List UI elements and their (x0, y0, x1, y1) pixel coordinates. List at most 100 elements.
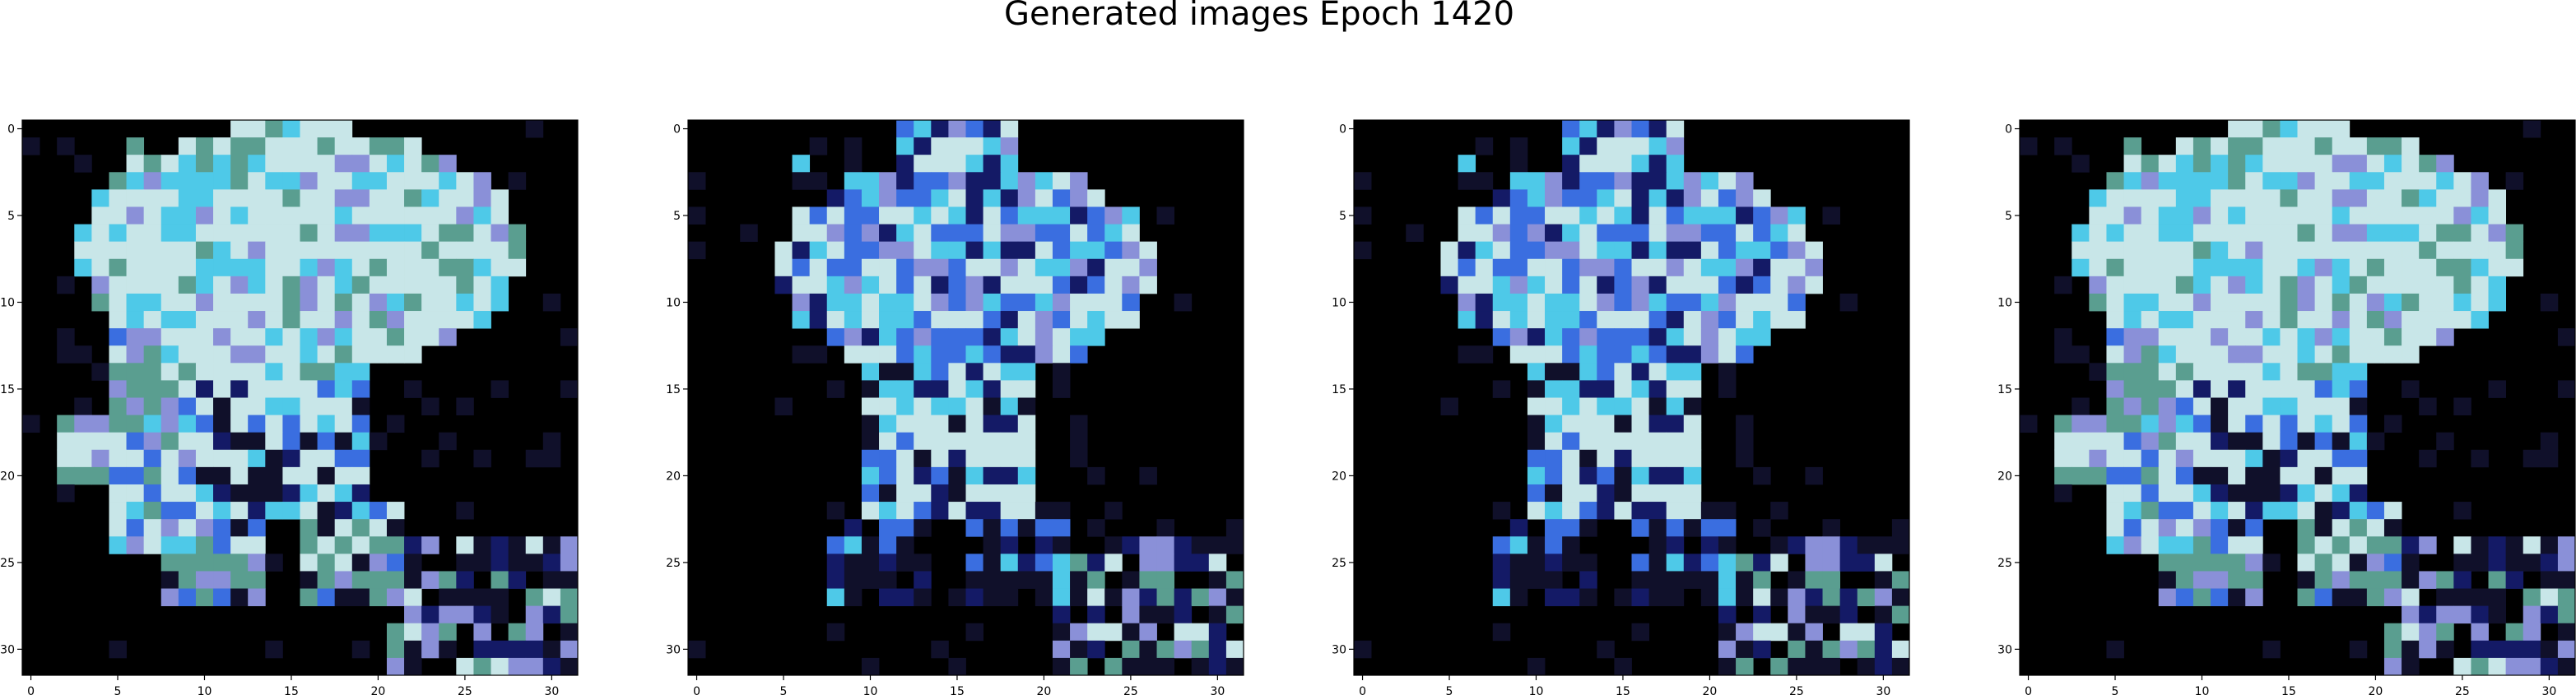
image-pixel (178, 588, 197, 607)
image-pixel (2488, 554, 2507, 572)
image-pixel (178, 380, 197, 398)
image-pixel (2314, 155, 2333, 173)
image-pixel (2106, 189, 2124, 207)
image-pixel (931, 137, 949, 155)
image-pixel (1000, 189, 1019, 207)
image-pixel (2280, 120, 2298, 138)
image-pixel (2297, 276, 2315, 294)
image-pixel (91, 432, 109, 451)
x-tick-label: 15 (950, 685, 965, 695)
image-pixel (2383, 189, 2402, 207)
image-pixel (195, 363, 214, 381)
image-pixel (1648, 172, 1667, 190)
image-pixel (265, 189, 283, 207)
image-pixel (1000, 571, 1019, 589)
image-pixel (91, 466, 109, 485)
image-pixel (1354, 206, 1372, 225)
image-pixel (248, 380, 266, 398)
image-pixel (1857, 657, 1876, 676)
image-pixel (2141, 380, 2160, 398)
image-pixel (491, 571, 509, 589)
image-pixel (2054, 328, 2072, 346)
image-pixel (861, 466, 880, 485)
image-pixel (1562, 432, 1580, 451)
image-pixel (2106, 258, 2124, 277)
image-pixel (1527, 380, 1546, 398)
image-pixel (1527, 258, 1546, 277)
image-pixel (1509, 571, 1528, 589)
image-pixel (1475, 224, 1494, 243)
image-pixel (1527, 502, 1546, 520)
image-pixel (248, 293, 266, 312)
image-pixel (2211, 519, 2229, 537)
image-pixel (1805, 536, 1823, 554)
image-pixel (861, 536, 880, 554)
image-pixel (2141, 276, 2160, 294)
image-pixel (178, 415, 197, 433)
image-pixel (1736, 258, 1754, 277)
image-pixel (1788, 571, 1806, 589)
image-pixel (1579, 380, 1597, 398)
image-pixel (369, 311, 388, 329)
image-pixel (351, 137, 370, 155)
image-pixel (2262, 155, 2281, 173)
image-pixel (1545, 502, 1563, 520)
image-pixel (2071, 155, 2090, 173)
image-pixel (195, 172, 214, 190)
image-pixel (1017, 328, 1036, 346)
y-tick-label: 20 (0, 470, 15, 483)
image-pixel (2262, 293, 2281, 312)
image-pixel (542, 605, 561, 624)
image-pixel (1736, 449, 1754, 468)
image-pixel (1753, 605, 1771, 624)
image-pixel (2228, 206, 2246, 225)
image-pixel (300, 536, 318, 554)
image-pixel (525, 657, 544, 676)
image-pixel (1087, 311, 1105, 329)
image-pixel (1225, 657, 1244, 676)
image-pixel (404, 155, 422, 173)
image-pixel (1122, 258, 1140, 277)
image-pixel (351, 432, 370, 451)
image-pixel (1631, 484, 1649, 503)
image-pixel (1631, 276, 1649, 294)
image-pixel (2262, 345, 2281, 364)
image-pixel (1666, 449, 1685, 468)
image-pixel (965, 120, 983, 138)
image-pixel (1545, 415, 1563, 433)
image-pixel (2540, 536, 2559, 554)
image-pixel (2366, 241, 2385, 260)
image-pixel (2383, 328, 2402, 346)
image-pixel (983, 328, 1002, 346)
image-pixel (1770, 206, 1788, 225)
image-pixel (1000, 155, 1019, 173)
image-pixel (317, 449, 336, 468)
image-pixel (2314, 189, 2333, 207)
image-pixel (1631, 120, 1649, 138)
image-pixel (195, 536, 214, 554)
image-pixel (2419, 276, 2437, 294)
image-pixel (2123, 293, 2142, 312)
image-pixel (404, 345, 422, 364)
image-pixel (2245, 519, 2263, 537)
image-pixel (2383, 657, 2402, 676)
image-pixel (2523, 588, 2541, 607)
image-pixel (195, 554, 214, 572)
image-pixel (1191, 536, 1210, 554)
image-pixel (1753, 241, 1771, 260)
image-pixel (1545, 380, 1563, 398)
image-pixel (178, 345, 197, 364)
image-pixel (2297, 502, 2315, 520)
image-pixel (2262, 172, 2281, 190)
x-tick-label: 5 (2112, 685, 2119, 695)
image-pixel (1857, 588, 1876, 607)
image-pixel (965, 432, 983, 451)
image-pixel (1753, 328, 1771, 346)
image-pixel (2314, 276, 2333, 294)
image-pixel (1000, 293, 1019, 312)
image-pixel (1614, 137, 1632, 155)
image-pixel (1509, 189, 1528, 207)
image-pixel (248, 484, 266, 503)
image-pixel (1597, 189, 1615, 207)
image-pixel (1070, 328, 1088, 346)
